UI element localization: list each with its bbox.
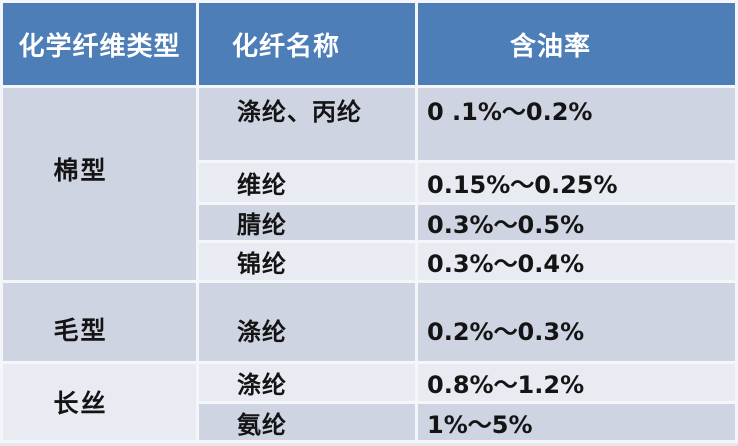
table-row: 腈纶 0.3%～0.5%	[3, 205, 735, 240]
oil-rate-cell: 0.2%～0.3%	[418, 283, 735, 361]
oil-rate-cell: 0.3%～0.4%	[418, 243, 735, 280]
fiber-name-cell: 腈纶	[199, 205, 415, 240]
fiber-name-cell: 锦纶	[199, 243, 415, 280]
table-header-row: 化学纤维类型 化纤名称 含油率	[3, 3, 735, 85]
oil-rate-cell: 1%～5%	[418, 404, 735, 440]
group-cell-cotton-type: 棉型	[3, 88, 196, 280]
group-cell-filament: 长丝	[3, 364, 196, 440]
oil-rate-cell: 0.3%～0.5%	[418, 205, 735, 240]
header-cell-fiber-name: 化纤名称	[199, 3, 415, 85]
table-row: 长丝 涤纶 0.8%～1.2%	[3, 364, 735, 440]
oil-rate-cell: 0.15%～0.25%	[418, 163, 735, 202]
header-cell-oil-rate: 含油率	[418, 3, 735, 85]
table-row: 毛型 涤纶 0.2%～0.3%	[3, 283, 735, 361]
fiber-name-cell: 涤纶	[199, 283, 415, 361]
group-cell-wool-type: 毛型	[3, 283, 196, 361]
table-row: 棉型 涤纶、丙纶 0 .1%～0.2%	[3, 88, 735, 280]
fiber-name-cell: 涤纶	[199, 364, 415, 401]
fiber-name-cell: 维纶	[199, 163, 415, 202]
table-row: 氨纶 1%～5%	[3, 404, 735, 440]
header-cell-fiber-type: 化学纤维类型	[3, 3, 196, 85]
table-row: 锦纶 0.3%～0.4%	[3, 243, 735, 280]
fiber-name-cell: 氨纶	[199, 404, 415, 440]
table-row: 维纶 0.15%～0.25%	[3, 163, 735, 202]
oil-rate-cell: 0 .1%～0.2%	[418, 88, 735, 160]
oil-rate-cell: 0.8%～1.2%	[418, 364, 735, 401]
fiber-name-cell: 涤纶、丙纶	[199, 88, 415, 160]
